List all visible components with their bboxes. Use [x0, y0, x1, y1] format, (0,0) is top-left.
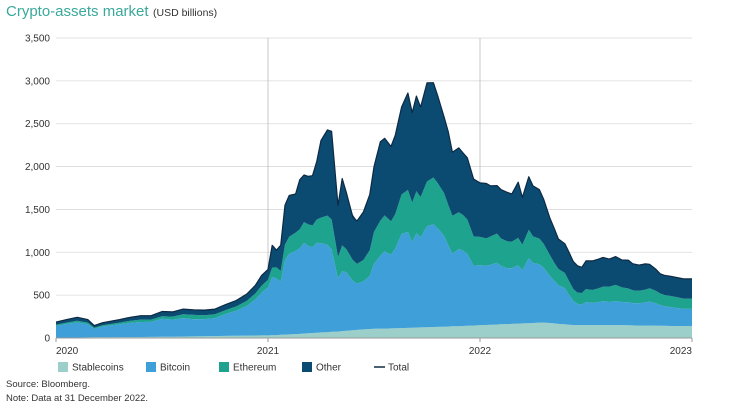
y-tick-label: 2,000: [25, 162, 50, 173]
y-tick-label: 3,000: [25, 76, 50, 87]
chart-title-text: Crypto-assets market: [6, 3, 149, 20]
legend-label-ethereum: Ethereum: [233, 363, 276, 374]
area-other: [56, 82, 692, 328]
legend-label-total: Total: [388, 363, 409, 374]
legend-swatch-ethereum: [219, 362, 229, 372]
legend-label-other: Other: [316, 363, 342, 374]
x-tick-label: 2020: [56, 346, 79, 357]
chart-title: Crypto-assets market (USD billions): [6, 3, 217, 21]
legend-swatch-other: [302, 362, 312, 372]
legend-label-stablecoins: Stablecoins: [72, 363, 124, 374]
legend-label-bitcoin: Bitcoin: [160, 363, 190, 374]
y-tick-label: 1,000: [25, 248, 50, 259]
area-ethereum: [56, 177, 692, 329]
y-tick-label: 1,500: [25, 205, 50, 216]
area-bitcoin: [56, 224, 692, 338]
x-tick-label: 2023: [670, 346, 693, 357]
x-tick-label: 2022: [469, 346, 492, 357]
area-stablecoins: [56, 322, 692, 338]
y-tick-label: 500: [33, 291, 50, 302]
y-tick-label: 3,500: [25, 34, 50, 45]
y-tick-label: 0: [44, 334, 50, 345]
date-note: Note: Data at 31 December 2022.: [6, 393, 149, 404]
chart-title-unit: (USD billions): [153, 7, 218, 19]
legend-swatch-bitcoin: [146, 362, 156, 372]
x-tick-label: 2021: [257, 346, 280, 357]
source-note: Source: Bloomberg.: [6, 379, 90, 390]
line-total: [55, 82, 692, 327]
legend-swatch-stablecoins: [58, 362, 68, 372]
y-tick-label: 2,500: [25, 119, 50, 130]
